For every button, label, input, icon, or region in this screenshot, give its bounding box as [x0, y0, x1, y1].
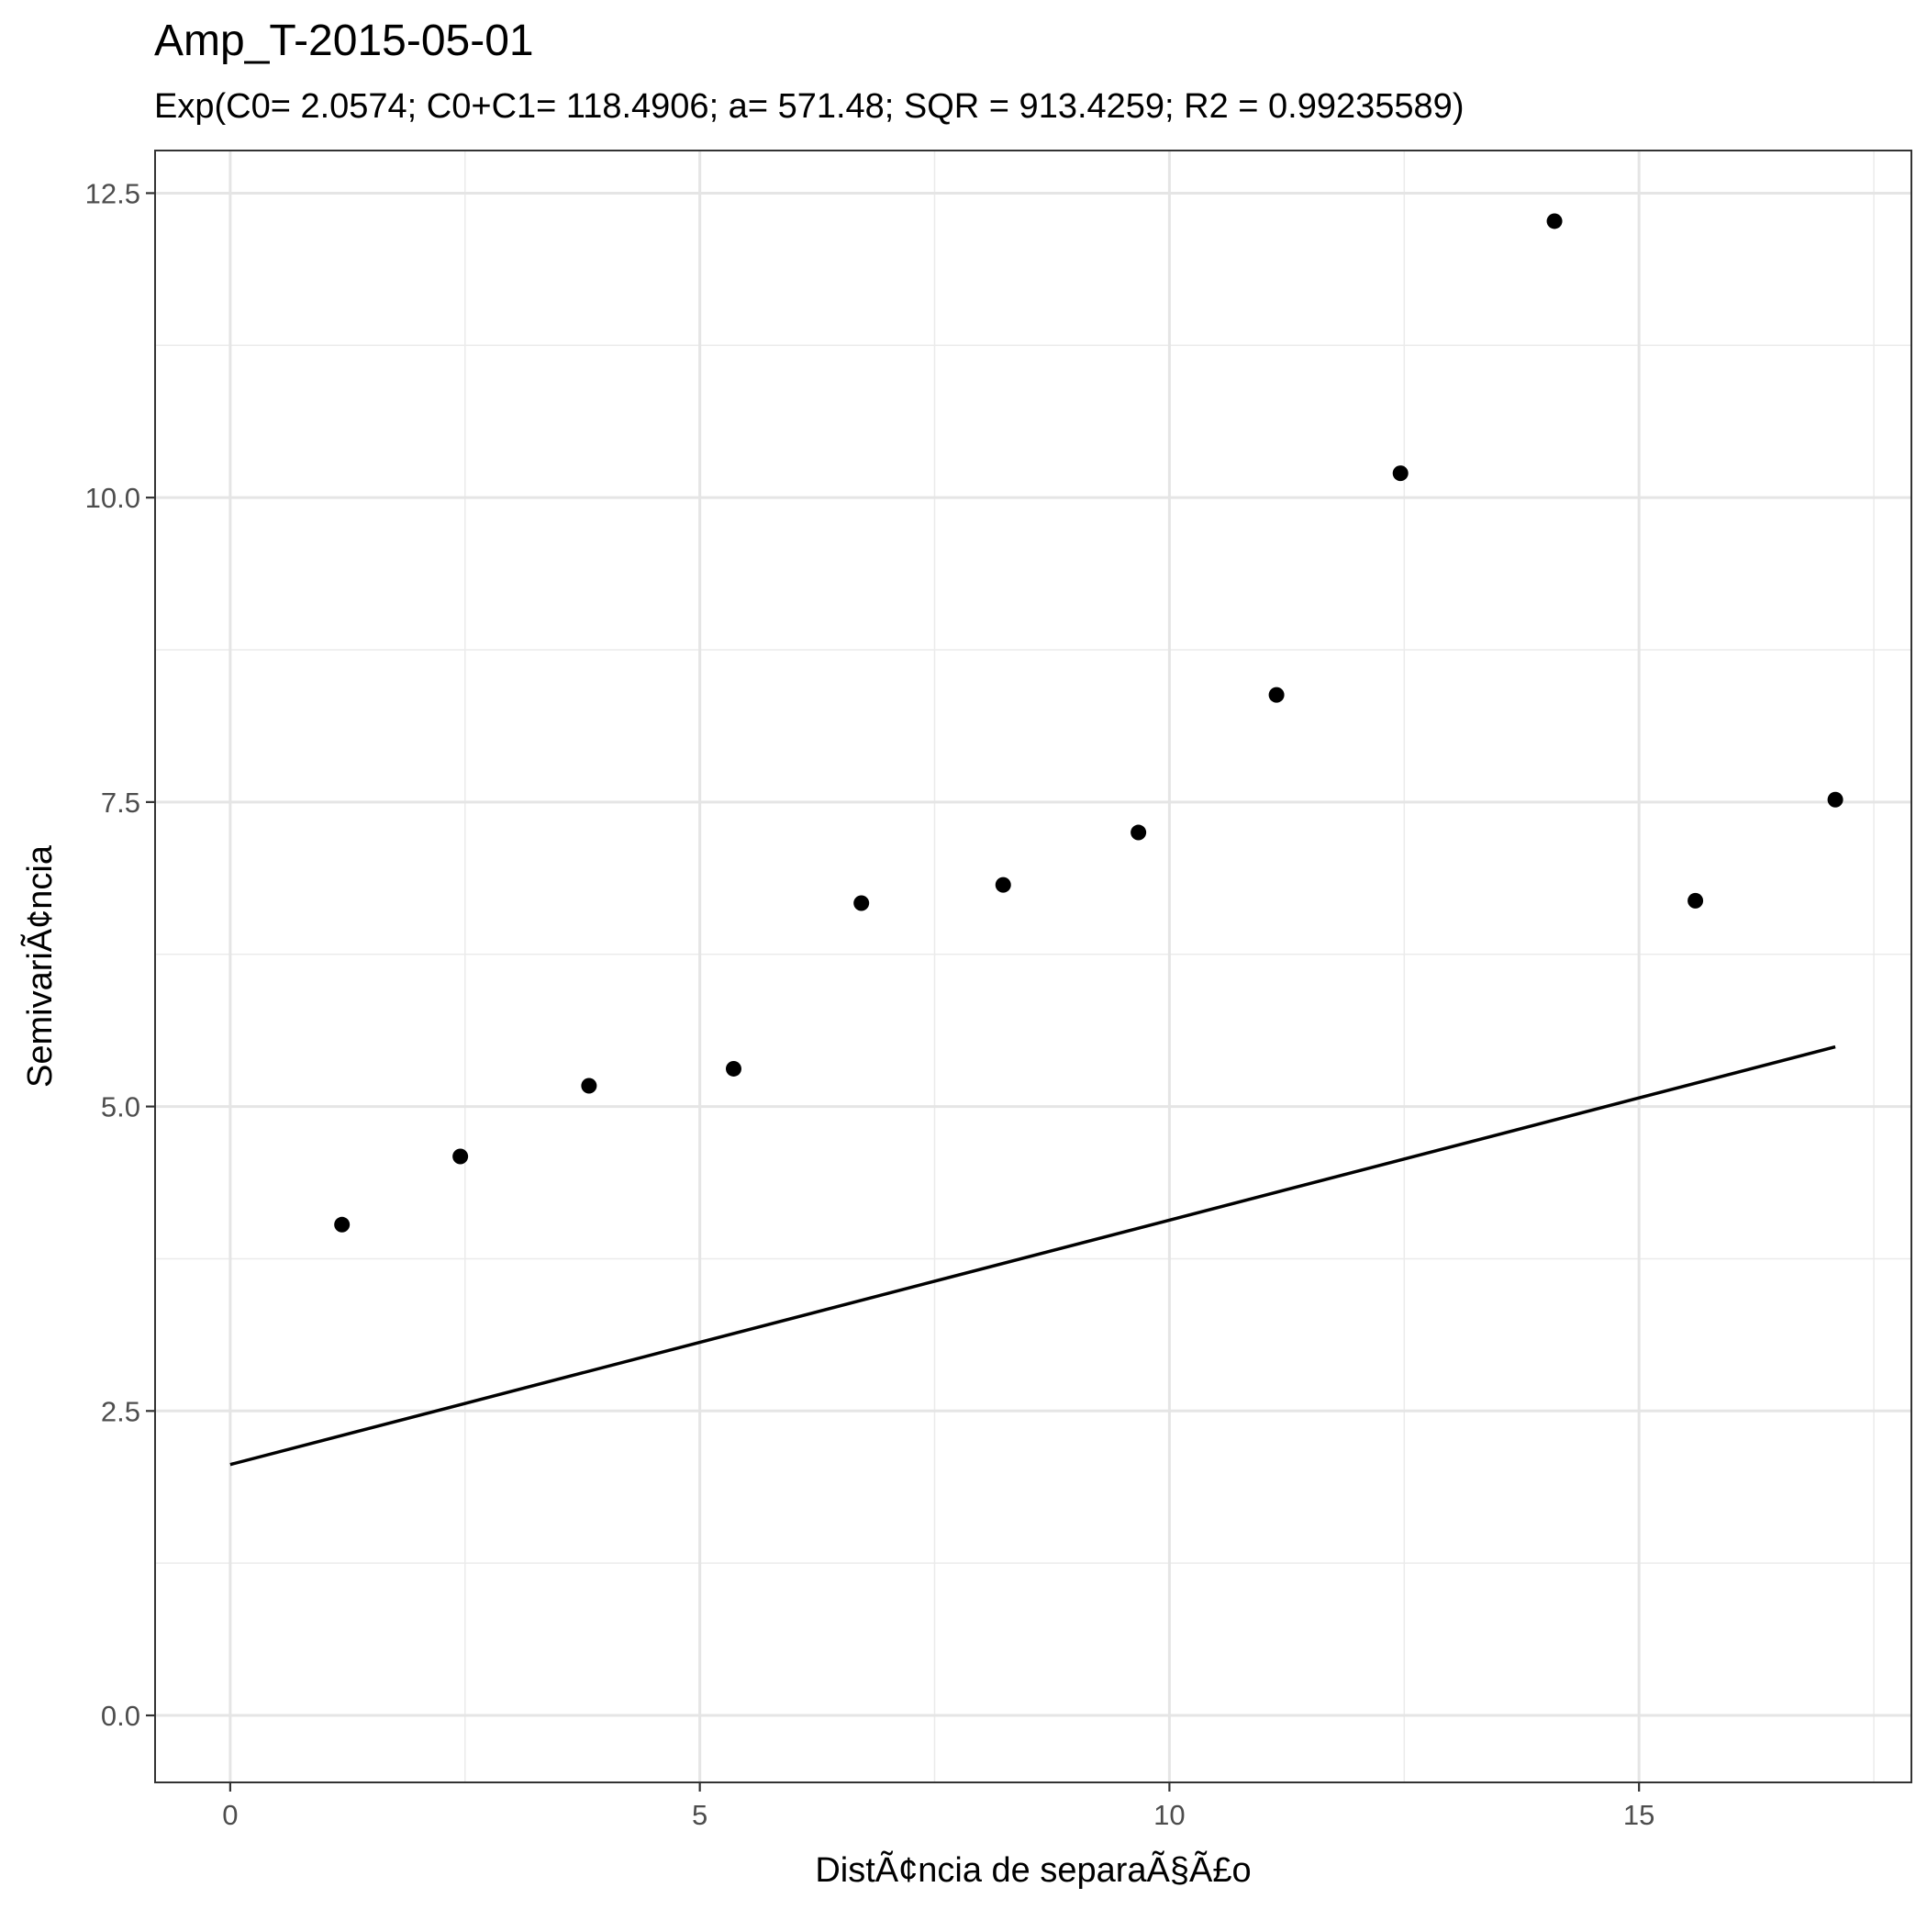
data-point	[995, 877, 1011, 893]
fitted-model-line	[229, 1044, 1836, 1467]
chart-subtitle: Exp(C0= 2.0574; C0+C1= 118.4906; a= 571.…	[154, 87, 1464, 126]
y-tick-label: 2.5	[101, 1395, 140, 1427]
data-series	[229, 213, 1843, 1467]
y-axis-label: SemivariÃ¢ncia	[20, 844, 60, 1088]
y-tick-label: 10.0	[85, 482, 140, 514]
y-axis-ticks: 0.0 2.5 5.0 7.5 10.0 12.5	[85, 177, 155, 1732]
x-tick-label: 0	[222, 1799, 238, 1831]
data-point	[1392, 465, 1409, 482]
data-point	[1546, 213, 1563, 229]
y-tick-label: 12.5	[85, 177, 140, 209]
x-tick-label: 5	[692, 1799, 707, 1831]
data-point	[581, 1078, 597, 1094]
data-point	[452, 1148, 469, 1165]
x-axis-label: DistÃ¢ncia de separaÃ§Ã£o	[815, 1850, 1251, 1890]
y-tick-label: 5.0	[101, 1091, 140, 1123]
data-point	[1131, 824, 1147, 841]
y-tick-label: 0.0	[101, 1700, 140, 1732]
grid-lines	[155, 151, 1911, 1782]
x-tick-label: 15	[1623, 1799, 1654, 1831]
y-tick-label: 7.5	[101, 787, 140, 819]
data-point	[1827, 791, 1843, 808]
x-axis-ticks: 0 5 10 15	[222, 1782, 1654, 1831]
data-point	[725, 1060, 741, 1077]
chart-title: Amp_T-2015-05-01	[154, 17, 534, 65]
data-point	[1688, 892, 1704, 909]
data-point	[1268, 687, 1285, 703]
plot-panel-border	[154, 150, 1912, 1783]
x-tick-label: 10	[1153, 1799, 1185, 1831]
data-point	[853, 895, 870, 911]
data-point	[334, 1216, 351, 1233]
